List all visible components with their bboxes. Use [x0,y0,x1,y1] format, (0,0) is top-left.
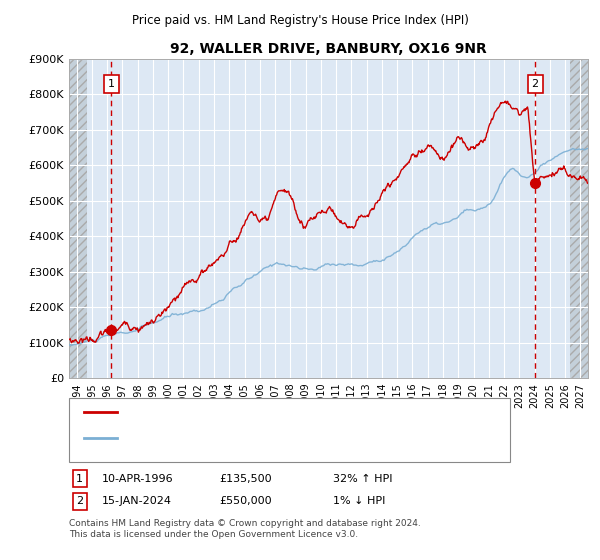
Text: £550,000: £550,000 [219,496,272,506]
Text: £135,500: £135,500 [219,474,272,484]
Text: HPI: Average price, detached house, Cherwell: HPI: Average price, detached house, Cher… [123,433,378,444]
Text: 2: 2 [76,496,83,506]
Text: Contains HM Land Registry data © Crown copyright and database right 2024.
This d: Contains HM Land Registry data © Crown c… [69,520,421,539]
Text: 1: 1 [108,78,115,88]
Text: 32% ↑ HPI: 32% ↑ HPI [333,474,392,484]
Text: 1: 1 [76,474,83,484]
Bar [69,59,88,378]
Text: 15-JAN-2024: 15-JAN-2024 [102,496,172,506]
Text: 10-APR-1996: 10-APR-1996 [102,474,173,484]
Text: 92, WALLER DRIVE, BANBURY, OX16 9NR (detached house): 92, WALLER DRIVE, BANBURY, OX16 9NR (det… [123,407,452,417]
Text: Price paid vs. HM Land Registry's House Price Index (HPI): Price paid vs. HM Land Registry's House … [131,14,469,27]
Text: 1% ↓ HPI: 1% ↓ HPI [333,496,385,506]
Bar [569,59,588,378]
Title: 92, WALLER DRIVE, BANBURY, OX16 9NR: 92, WALLER DRIVE, BANBURY, OX16 9NR [170,42,487,56]
Text: 2: 2 [532,78,539,88]
